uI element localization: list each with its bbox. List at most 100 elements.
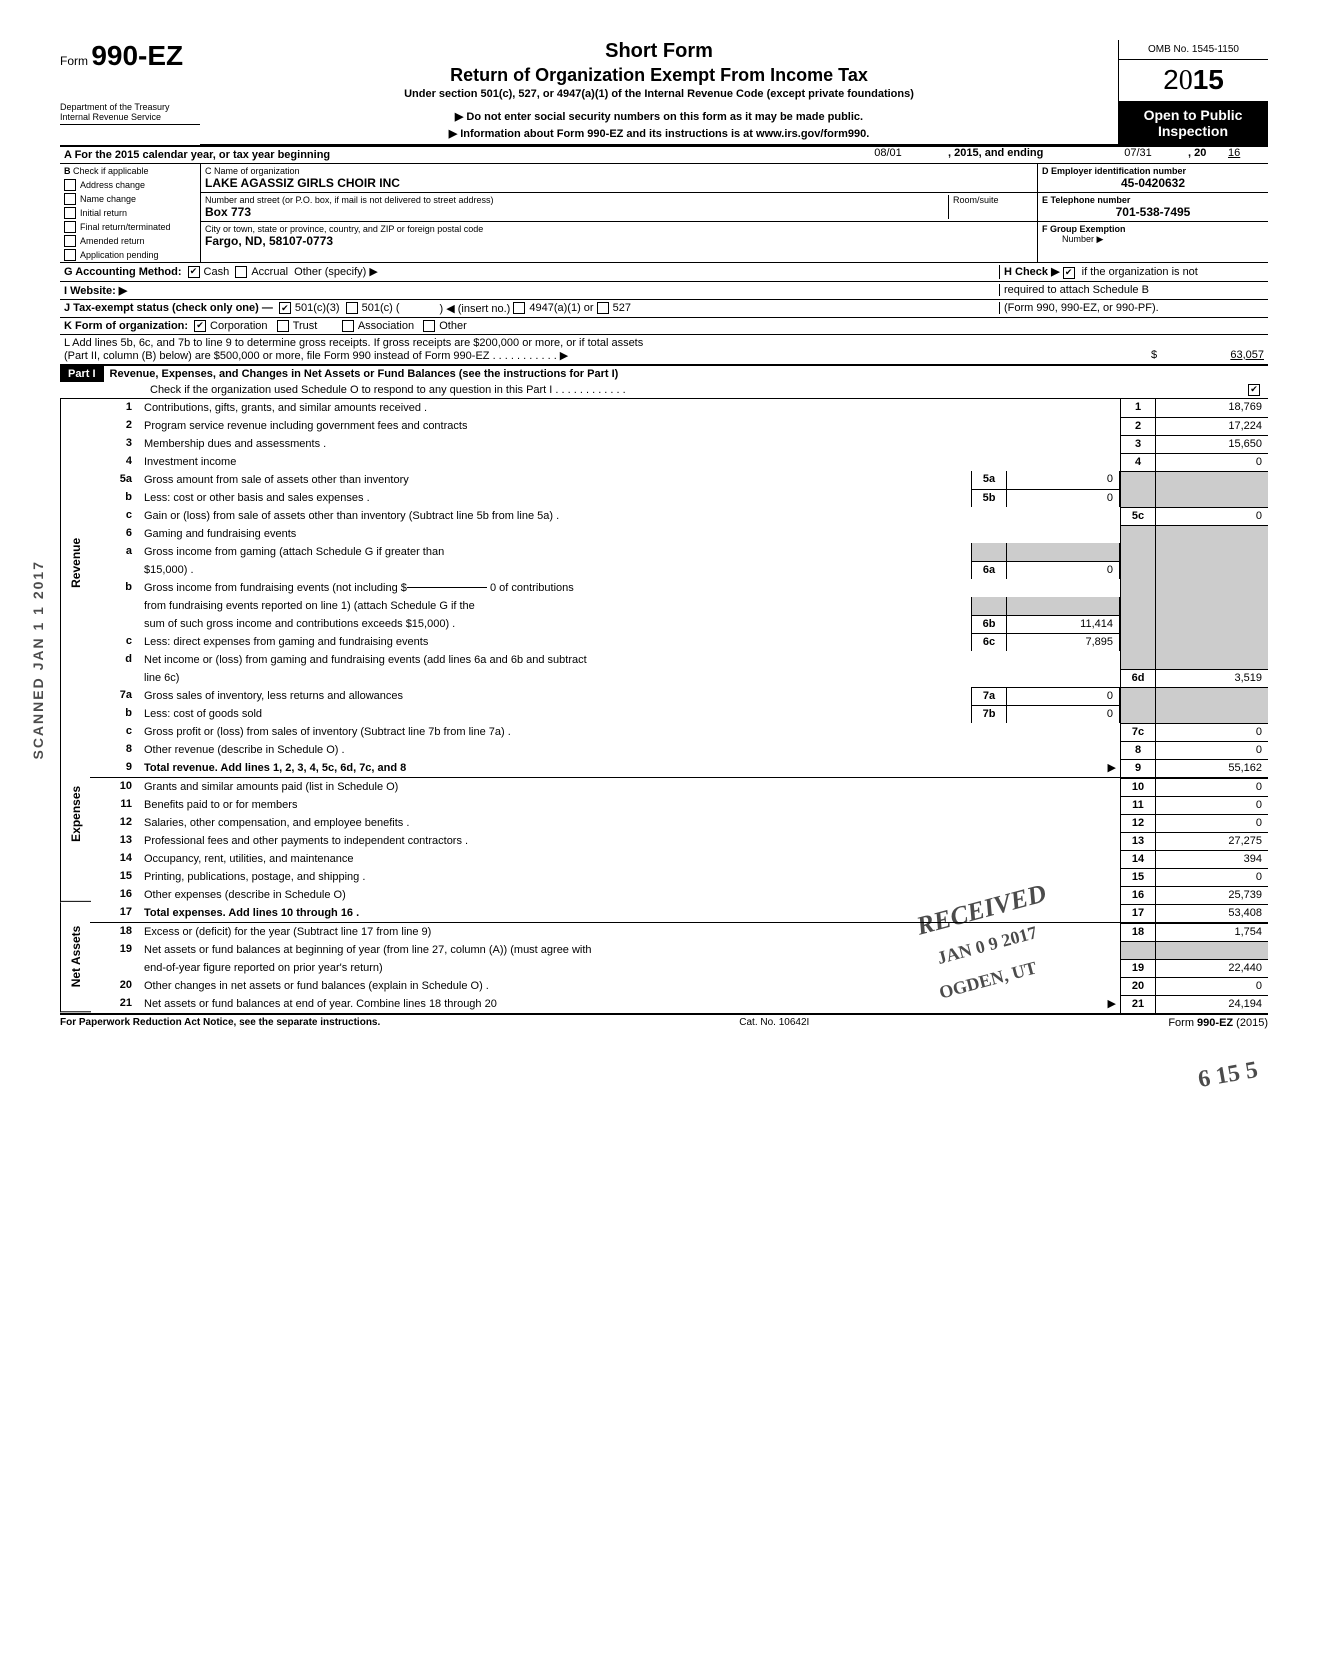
form-prefix: Form 990-EZ <box>60 54 183 68</box>
cb-other-org[interactable] <box>423 320 435 332</box>
room-label: Room/suite <box>953 195 1033 205</box>
org-city: Fargo, ND, 58107-0773 <box>205 234 1033 248</box>
header: Form 990-EZ Department of the Treasury I… <box>60 40 1268 145</box>
line-5a: 5aGross amount from sale of assets other… <box>90 471 1268 489</box>
col-c: C Name of organization LAKE AGASSIZ GIRL… <box>201 164 1038 262</box>
cb-corporation[interactable]: ✔ <box>194 320 206 332</box>
j-501c3: 501(c)(3) <box>295 302 340 314</box>
line-9: 9Total revenue. Add lines 1, 2, 3, 4, 5c… <box>90 759 1268 777</box>
city-label: City or town, state or province, country… <box>205 224 1033 234</box>
corner-note: 6 15 5 <box>1196 1056 1260 1093</box>
line-5c: cGain or (loss) from sale of assets othe… <box>90 507 1268 525</box>
accrual-label: Accrual <box>251 266 288 278</box>
cb-amended-return[interactable]: Amended return <box>60 234 200 248</box>
row-a-yr: , 20 <box>1188 147 1206 159</box>
cash-label: Cash <box>204 266 230 278</box>
cb-association[interactable] <box>342 320 354 332</box>
ein-value: 45-0420632 <box>1042 176 1264 190</box>
other-label: Other (specify) ▶ <box>294 265 378 278</box>
k-trust: Trust <box>293 320 318 332</box>
footer-left: For Paperwork Reduction Act Notice, see … <box>60 1017 380 1029</box>
irs-label: Internal Revenue Service <box>60 112 200 122</box>
line-7a: 7aGross sales of inventory, less returns… <box>90 687 1268 705</box>
line-1: 1Contributions, gifts, grants, and simil… <box>90 399 1268 417</box>
row-g-h: G Accounting Method: ✔ Cash Accrual Othe… <box>60 262 1268 281</box>
line-2: 2Program service revenue including gover… <box>90 417 1268 435</box>
row-l: L Add lines 5b, 6c, and 7b to line 9 to … <box>60 334 1268 364</box>
line-6b-1: bGross income from fundraising events (n… <box>90 579 1268 597</box>
cb-trust[interactable] <box>277 320 289 332</box>
line-8: 8Other revenue (describe in Schedule O) … <box>90 741 1268 759</box>
line-5b: bLess: cost or other basis and sales exp… <box>90 489 1268 507</box>
checkbox-icon <box>64 179 76 191</box>
title-sub: Return of Organization Exempt From Incom… <box>200 65 1118 86</box>
b-label: B <box>64 166 71 176</box>
lines-container: 1Contributions, gifts, grants, and simil… <box>90 399 1268 1013</box>
line-3: 3Membership dues and assessments .315,65… <box>90 435 1268 453</box>
b-check-label: Check if applicable <box>73 166 149 176</box>
city-row: City or town, state or province, country… <box>201 222 1037 250</box>
col-b: B Check if applicable Address change Nam… <box>60 164 201 262</box>
cb-schedule-o[interactable]: ✔ <box>1248 384 1260 396</box>
row-i: I Website: ▶ required to attach Schedule… <box>60 281 1268 299</box>
cb-address-change[interactable]: Address change <box>60 178 200 192</box>
j-insert: ) ◀ (insert no.) <box>440 302 511 315</box>
addr-row: Number and street (or P.O. box, if mail … <box>201 193 1037 222</box>
arrow-icon: ▶ <box>1108 761 1116 774</box>
phone-label: E Telephone number <box>1042 195 1130 205</box>
col-d: D Employer identification number 45-0420… <box>1038 164 1268 262</box>
section-bcd: B Check if applicable Address change Nam… <box>60 163 1268 262</box>
cb-schedule-b[interactable]: ✔ <box>1063 267 1075 279</box>
arrow-icon: ▶ <box>1108 997 1116 1010</box>
part1-title: Revenue, Expenses, and Changes in Net As… <box>104 368 619 380</box>
line-6: 6Gaming and fundraising events <box>90 525 1268 543</box>
cb-501c3[interactable]: ✔ <box>279 302 291 314</box>
row-j: J Tax-exempt status (check only one) — ✔… <box>60 299 1268 317</box>
cb-cash[interactable]: ✔ <box>188 266 200 278</box>
cb-final-return[interactable]: Final return/terminated <box>60 220 200 234</box>
line-10: 10Grants and similar amounts paid (list … <box>90 777 1268 796</box>
line-15: 15Printing, publications, postage, and s… <box>90 868 1268 886</box>
l-text1: L Add lines 5b, 6c, and 7b to line 9 to … <box>64 337 1264 349</box>
title-under: Under section 501(c), 527, or 4947(a)(1)… <box>200 88 1118 100</box>
group-exemption-number-label: Number ▶ <box>1042 234 1264 245</box>
i-label: I Website: ▶ <box>64 284 127 297</box>
row-k: K Form of organization: ✔ Corporation Tr… <box>60 317 1268 334</box>
row-a-mid: , 2015, and ending <box>948 147 1043 159</box>
cb-initial-return[interactable]: Initial return <box>60 206 200 220</box>
form-container: Form 990-EZ Department of the Treasury I… <box>60 40 1268 1029</box>
omb-number: OMB No. 1545-1150 <box>1118 40 1268 60</box>
line-20: 20Other changes in net assets or fund ba… <box>90 977 1268 995</box>
k-corp: Corporation <box>210 320 267 332</box>
j-527: 527 <box>613 302 631 314</box>
line-19-1: 19Net assets or fund balances at beginni… <box>90 941 1268 959</box>
line-6d-2: line 6c)6d3,519 <box>90 669 1268 687</box>
side-labels: Revenue Expenses Net Assets <box>60 399 90 1013</box>
h-text: if the organization is not <box>1082 266 1198 278</box>
j-label: J Tax-exempt status (check only one) — <box>64 302 273 314</box>
contrib-amount <box>407 587 487 588</box>
cb-application-pending[interactable]: Application pending <box>60 248 200 262</box>
line-16: 16Other expenses (describe in Schedule O… <box>90 886 1268 904</box>
cb-accrual[interactable] <box>235 266 247 278</box>
part1-check-row: Check if the organization used Schedule … <box>60 382 1268 398</box>
right-box: OMB No. 1545-1150 2015 Open to PublicIns… <box>1118 40 1268 145</box>
main-table: Revenue Expenses Net Assets 1Contributio… <box>60 398 1268 1013</box>
form-number-box: Form 990-EZ Department of the Treasury I… <box>60 40 200 125</box>
line-21: 21Net assets or fund balances at end of … <box>90 995 1268 1013</box>
org-name-row: C Name of organization LAKE AGASSIZ GIRL… <box>201 164 1037 193</box>
side-revenue: Revenue <box>60 399 91 727</box>
checkbox-icon <box>64 249 76 261</box>
org-address: Box 773 <box>205 205 948 219</box>
footer: For Paperwork Reduction Act Notice, see … <box>60 1013 1268 1029</box>
cb-527[interactable] <box>597 302 609 314</box>
cb-name-change[interactable]: Name change <box>60 192 200 206</box>
row-a-label: A For the 2015 calendar year, or tax yea… <box>64 149 330 161</box>
cb-4947[interactable] <box>513 302 525 314</box>
line-7b: bLess: cost of goods sold7b0 <box>90 705 1268 723</box>
footer-mid: Cat. No. 10642I <box>739 1017 809 1029</box>
cb-501c[interactable] <box>346 302 358 314</box>
h-text3: (Form 990, 990-EZ, or 990-PF). <box>999 302 1264 314</box>
k-label: K Form of organization: <box>64 320 188 332</box>
checkbox-icon <box>64 221 76 233</box>
